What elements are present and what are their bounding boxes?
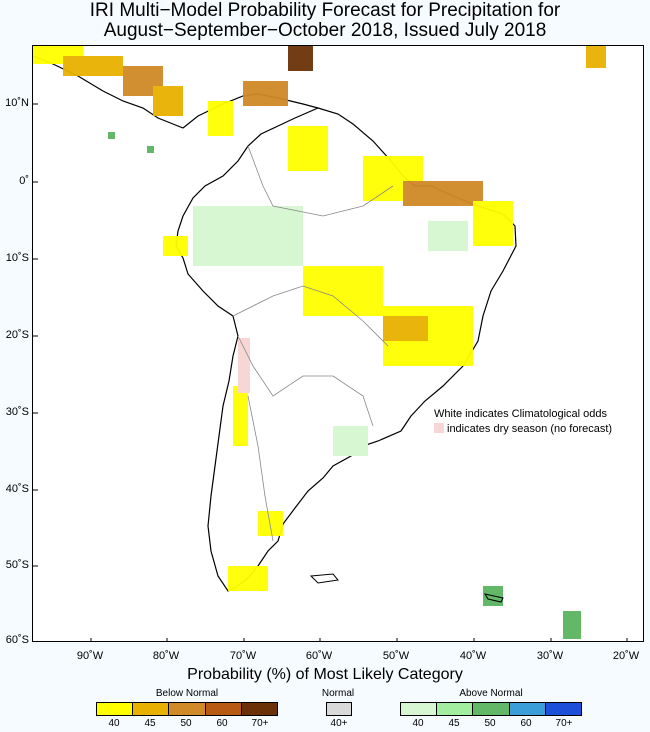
legend-above-normal-bar [400,702,582,716]
lat-label-60s: 60˚S [5,634,29,646]
legend-above-swatch-45 [437,703,474,715]
legend-below-tick-50: 50 [180,718,192,729]
legend-below-swatch-50 [169,703,206,715]
south-georgia [483,593,504,603]
forecast-map-canvas [33,46,628,641]
lat-label-30s: 30˚S [5,406,29,418]
legend-below-normal-label: Below Normal [155,688,219,699]
legend-above-swatch-70 [545,703,582,715]
legend-below-swatch-40 [97,703,134,715]
legend-below-swatch-70 [241,703,278,715]
legend-normal-tick: 40+ [330,718,348,729]
legend-title: Probability (%) of Most Likely Category [187,666,463,683]
lat-label-50s: 50˚S [5,559,29,571]
legend-below-normal-bar [96,702,278,716]
map-title-line-2: August−September−October 2018, Issued Ju… [103,20,547,41]
legend-above-tick-50: 50 [484,718,496,729]
legend-above-swatch-40 [401,703,438,715]
legend-normal-swatch [327,703,351,715]
legend-below-swatch-45 [133,703,170,715]
legend-below-tick-45: 45 [144,718,156,729]
lat-label-0: 0˚ [19,175,29,187]
legend-above-tick-45: 45 [448,718,460,729]
legend-above-tick-60: 60 [520,718,532,729]
legend-below-swatch-60 [205,703,242,715]
lat-ticks [33,103,38,567]
lat-label-40s: 40˚S [5,483,29,495]
legend-normal-label: Normal [321,688,355,699]
legend-above-swatch-60 [509,703,546,715]
below-normal-areas [33,46,606,591]
lat-label-10s: 10˚S [5,252,29,264]
lat-label-10n: 10˚N [5,97,29,109]
legend-below-tick-40: 40 [108,718,120,729]
lon-label-50w: 50˚W [382,650,410,662]
lon-label-30w: 30˚W [536,650,564,662]
climatological-odds-note: White indicates Climatological odds [434,408,608,420]
legend-below-tick-60: 60 [216,718,228,729]
forecast-map [32,45,644,642]
falkland-islands [309,573,339,584]
lon-label-70w: 70˚W [229,650,257,662]
map-title-line-1: IRI Multi−Model Probability Forecast for… [89,0,561,21]
legend-normal-bar [326,702,352,716]
lon-label-40w: 40˚W [459,650,487,662]
legend-above-tick-70: 70+ [555,718,573,729]
dry-season-note-row: indicates dry season (no forecast) [434,422,614,437]
lon-ticks [90,638,628,641]
lon-label-90w: 90˚W [76,650,104,662]
dry-season-area [238,338,250,393]
dry-season-note: indicates dry season (no forecast) [447,423,613,435]
legend-above-normal-label: Above Normal [459,688,523,699]
legend-above-swatch-50 [473,703,510,715]
above-normal-areas [108,132,581,639]
map-notice-box: White indicates Climatological odds indi… [430,405,618,439]
lon-label-60w: 60˚W [305,650,333,662]
legend-below-tick-70: 70+ [251,718,269,729]
dry-season-swatch [434,423,444,433]
country-borders [232,145,394,542]
lon-label-20w: 20˚W [612,650,640,662]
lon-label-80w: 80˚W [152,650,180,662]
legend-above-tick-40: 40 [412,718,424,729]
lat-label-20s: 20˚S [5,329,29,341]
